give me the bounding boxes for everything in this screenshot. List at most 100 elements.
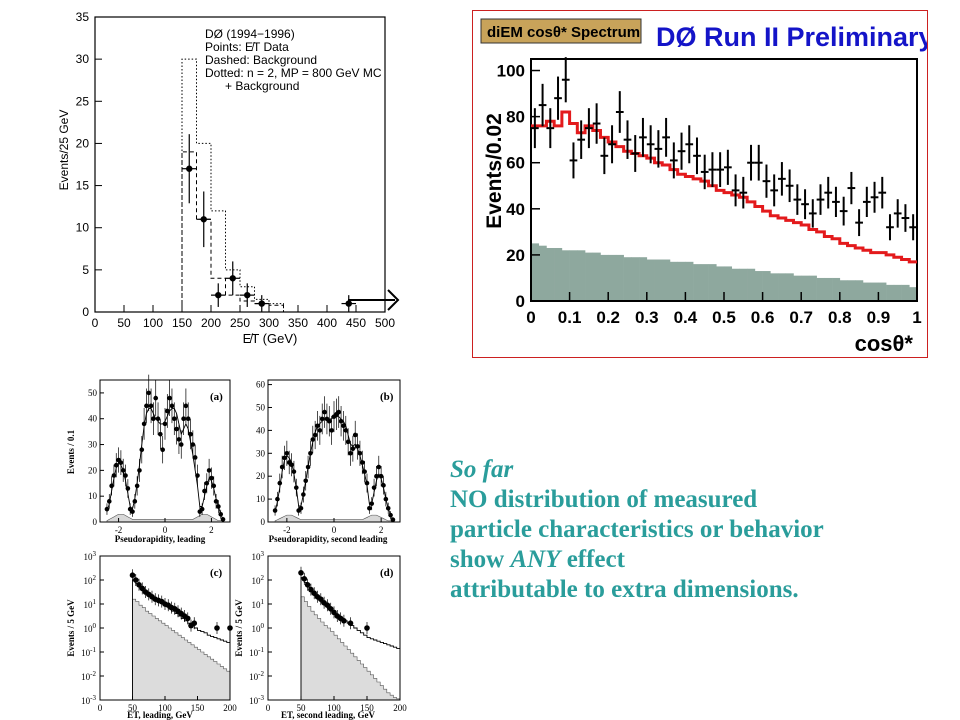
cos-spectrum-panel: diEM cosθ* Spectrum DØ Run II Preliminar… <box>472 10 934 358</box>
eta_leading-data-point-4 <box>113 462 119 468</box>
cos-xtick-label-5: 0.5 <box>712 308 736 327</box>
eta_second-data-point-41 <box>369 501 375 506</box>
cos-background-bar-3 <box>554 247 563 301</box>
eta_second-ytick-label-1: 10 <box>256 494 266 504</box>
eta_leading-data-point-44 <box>206 468 212 473</box>
cos-background-bar-16 <box>654 259 663 301</box>
met-ytick-label-4: 20 <box>76 136 90 150</box>
met-legend-line-4: Dotted: n = 2, MP = 800 GeV MC <box>205 66 382 80</box>
eta_second-background-area <box>274 514 394 523</box>
et_leading-ytick-label-2: 10-1 <box>81 646 96 658</box>
panel-a-ylabel: Events / 0.1 <box>66 429 76 474</box>
eta_second-ytick-label-2: 20 <box>256 471 266 481</box>
eta_leading-ytick-label-0: 0 <box>93 517 98 527</box>
cos-background-bar-31 <box>770 273 779 301</box>
eta_leading-data-point-30 <box>174 426 179 432</box>
cos-background-bar-29 <box>754 271 763 301</box>
eta_second-data-point-8 <box>291 469 297 474</box>
panel-d-xlabel: ET, second leading, GeV <box>281 710 376 720</box>
eta_second-data-point-7 <box>289 462 294 468</box>
met-xtick-label-10: 500 <box>375 316 395 330</box>
met-legend: DØ (1994−1996) Points: E̸T Data Dashed: … <box>205 27 382 93</box>
eta_second-data-point-21 <box>322 409 327 415</box>
eta_second-data-point-37 <box>359 460 365 465</box>
cos-spectrum-chart: diEM cosθ* Spectrum DØ Run II Preliminar… <box>480 18 934 356</box>
cos-xtick-label-4: 0.4 <box>674 308 698 327</box>
panel-c-label: (c) <box>210 567 223 579</box>
cos-badge-text: diEM cosθ* Spectrum <box>487 24 640 41</box>
eta_leading-data-point-16 <box>141 421 147 427</box>
eta_second-data-point-40 <box>367 505 372 511</box>
met-legend-line-2: Points: E̸T Data <box>205 40 289 54</box>
eta_leading-background-area <box>106 513 224 523</box>
cos-background-bar-46 <box>886 284 895 301</box>
eta_leading-data-point-23 <box>158 431 163 437</box>
cos-ytick-label-3: 60 <box>506 154 525 173</box>
cos-background-bar-39 <box>832 277 841 301</box>
eta_second-data-point-23 <box>326 418 332 424</box>
et_leading-data-point-17 <box>184 615 191 622</box>
eta_leading-data-point-29 <box>171 416 177 422</box>
et_leading-ytick-label-5: 102 <box>84 574 97 586</box>
eta_leading-data-point-0 <box>104 506 110 512</box>
eta_second-data-point-47 <box>383 496 389 502</box>
cos-xtick-label-7: 0.7 <box>789 308 813 327</box>
cos-background-bar-37 <box>816 277 825 301</box>
met-data-point-1 <box>200 216 207 223</box>
et_second-xtick-label-0: 0 <box>266 703 271 713</box>
eta_leading-data-point-50 <box>220 517 226 522</box>
cos-ytick-label-2: 40 <box>506 200 525 219</box>
caption-line-4-rest: effect <box>566 546 625 573</box>
cos-background-bar-19 <box>677 261 686 301</box>
et_second-data-point-0 <box>298 570 304 576</box>
cos-background-bar-13 <box>631 257 640 301</box>
cos-background-bar-0 <box>531 243 540 301</box>
met-xtick-label-6: 300 <box>259 316 279 330</box>
eta_second-data-point-45 <box>378 473 384 479</box>
et_leading-ytick-exponent-2: -1 <box>90 646 96 654</box>
et_leading-xtick-label-1: 50 <box>128 703 138 713</box>
eta_leading-data-point-22 <box>155 416 161 422</box>
cos-background-bar-12 <box>623 257 632 301</box>
eta_second-data-point-5 <box>284 450 290 456</box>
cos-xtick-label-6: 0.6 <box>751 308 775 327</box>
cos-background-bar-27 <box>739 268 748 301</box>
et_second-xtick-label-2: 100 <box>327 703 341 713</box>
et_leading-ytick-label-6: 103 <box>84 550 97 562</box>
eta_leading-data-point-20 <box>151 416 156 422</box>
cos-background-bar-8 <box>592 252 601 301</box>
eta_second-data-point-36 <box>357 450 363 456</box>
eta_second-data-point-38 <box>362 469 367 474</box>
et_leading-data-point-20 <box>214 625 220 631</box>
cos-background-bar-21 <box>693 264 702 301</box>
eta_leading-data-point-48 <box>216 504 221 509</box>
eta_leading-ytick-label-4: 40 <box>88 414 98 424</box>
eta_leading-data-point-2 <box>109 483 114 489</box>
met-ytick-label-2: 10 <box>76 221 90 235</box>
et_leading-ytick-exponent-4: 1 <box>93 598 97 606</box>
caption-line-5: attributable to extra dimensions. <box>450 576 799 603</box>
et_second-ytick-label-4: 101 <box>252 598 265 610</box>
eta_leading-ytick-label-3: 30 <box>88 440 98 450</box>
eta_second-data-point-11 <box>298 505 304 511</box>
cos-background-bar-15 <box>646 259 655 301</box>
met-data-point-0 <box>186 165 193 172</box>
et_second-ytick-exponent-3: 0 <box>261 622 265 630</box>
eta_leading-data-point-1 <box>106 499 112 504</box>
cos-background-bar-2 <box>546 247 555 301</box>
met-xtick-label-2: 100 <box>143 316 163 330</box>
eta_second-ytick-label-6: 60 <box>256 380 266 390</box>
cos-background-bar-17 <box>662 259 671 301</box>
eta_second-data-point-27 <box>336 409 342 415</box>
et_second-data-point-9 <box>327 606 334 612</box>
eta_second-data-point-3 <box>279 464 285 470</box>
eta_leading-data-point-13 <box>134 483 140 489</box>
eta_second-data-point-43 <box>374 473 379 479</box>
cos-background-bar-44 <box>870 282 879 301</box>
et_leading-ytick-label-0: 10-3 <box>81 694 96 706</box>
cos-background-bar-25 <box>724 266 733 301</box>
cos-background-bar-48 <box>901 284 910 301</box>
eta_leading-data-point-35 <box>185 416 191 422</box>
eta_second-data-point-14 <box>305 464 311 470</box>
cos-background-bar-28 <box>747 268 756 301</box>
